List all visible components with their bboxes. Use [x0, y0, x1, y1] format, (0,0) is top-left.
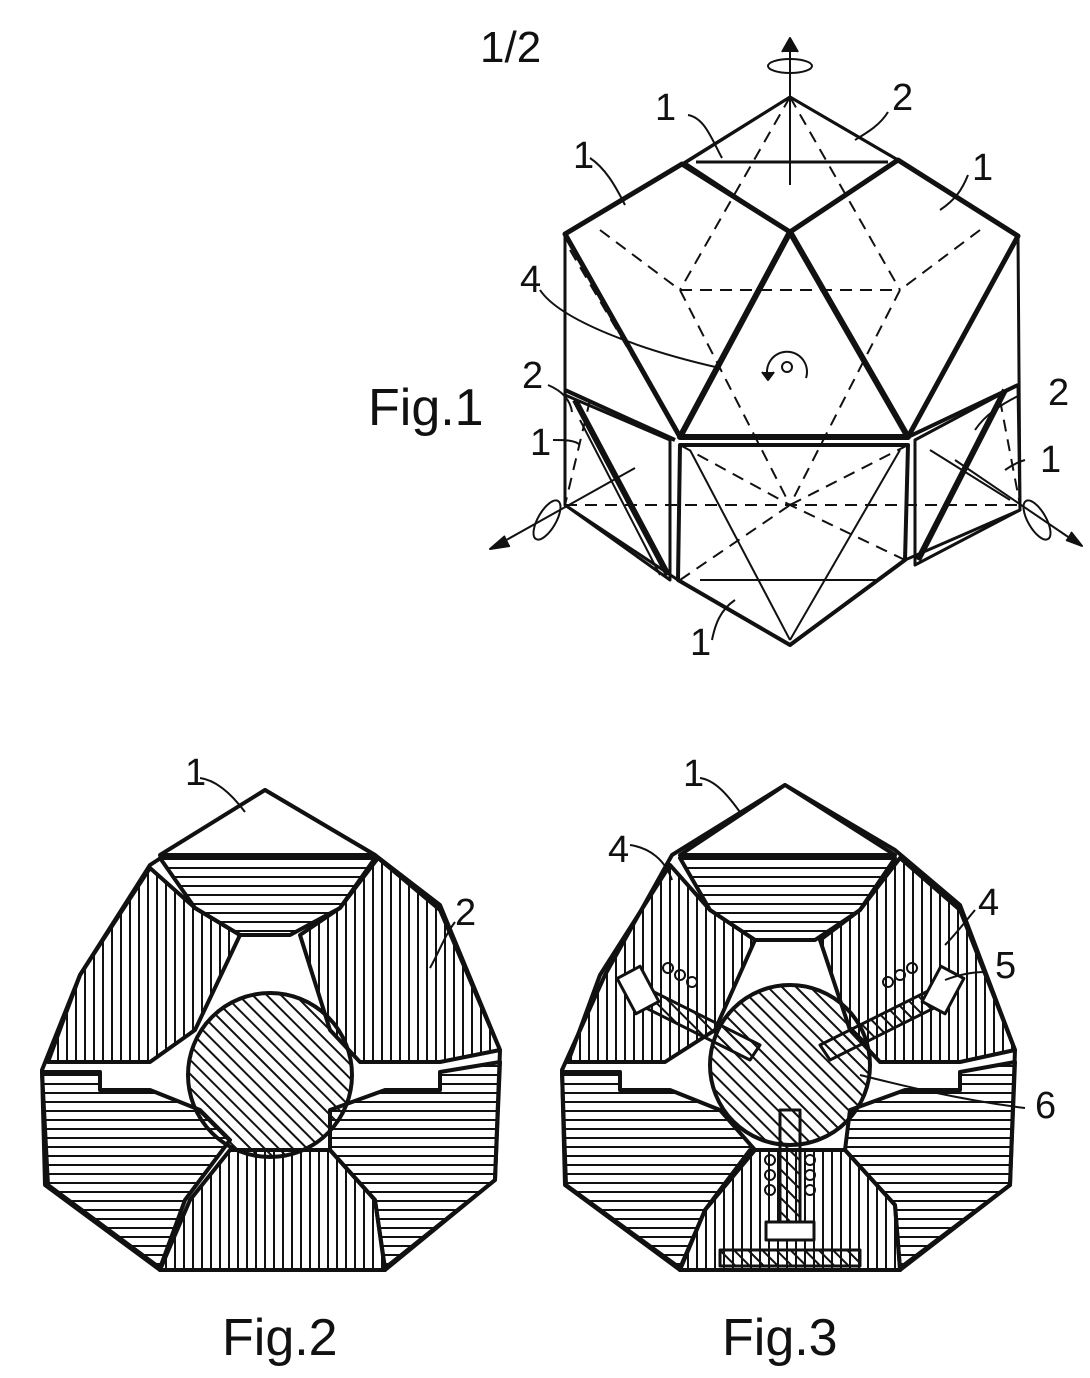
- fig1-label-10: 1: [690, 622, 711, 664]
- figure-3-drawing: [560, 777, 1026, 1272]
- fig1-caption: Fig.1: [368, 379, 484, 437]
- fig3-label-3: 4: [978, 882, 999, 924]
- fig2-label-2: 2: [455, 892, 476, 934]
- fig1-label-4: 1: [972, 147, 993, 189]
- fig1-label-2: 2: [892, 77, 913, 119]
- fig2-label-1: 1: [185, 752, 206, 794]
- figure-1-drawing: [489, 37, 1083, 647]
- fig1-label-9: 1: [1040, 439, 1061, 481]
- fig1-label-6: 2: [522, 355, 543, 397]
- fig3-label-4: 5: [995, 945, 1016, 987]
- fig2-caption: Fig.2: [222, 1309, 338, 1367]
- fig3-label-1: 1: [683, 753, 704, 795]
- fig1-label-3: 1: [573, 135, 594, 177]
- fig3-caption: Fig.3: [722, 1309, 838, 1367]
- page-number: 1/2: [480, 23, 541, 72]
- fig3-label-5: 6: [1035, 1085, 1056, 1127]
- fig1-label-1: 1: [655, 87, 676, 129]
- fig1-label-7: 1: [530, 422, 551, 464]
- figure-2-drawing: [40, 777, 502, 1272]
- fig1-label-8: 2: [1048, 372, 1069, 414]
- fig1-label-5: 4: [520, 259, 541, 301]
- fig3-label-2: 4: [608, 829, 629, 871]
